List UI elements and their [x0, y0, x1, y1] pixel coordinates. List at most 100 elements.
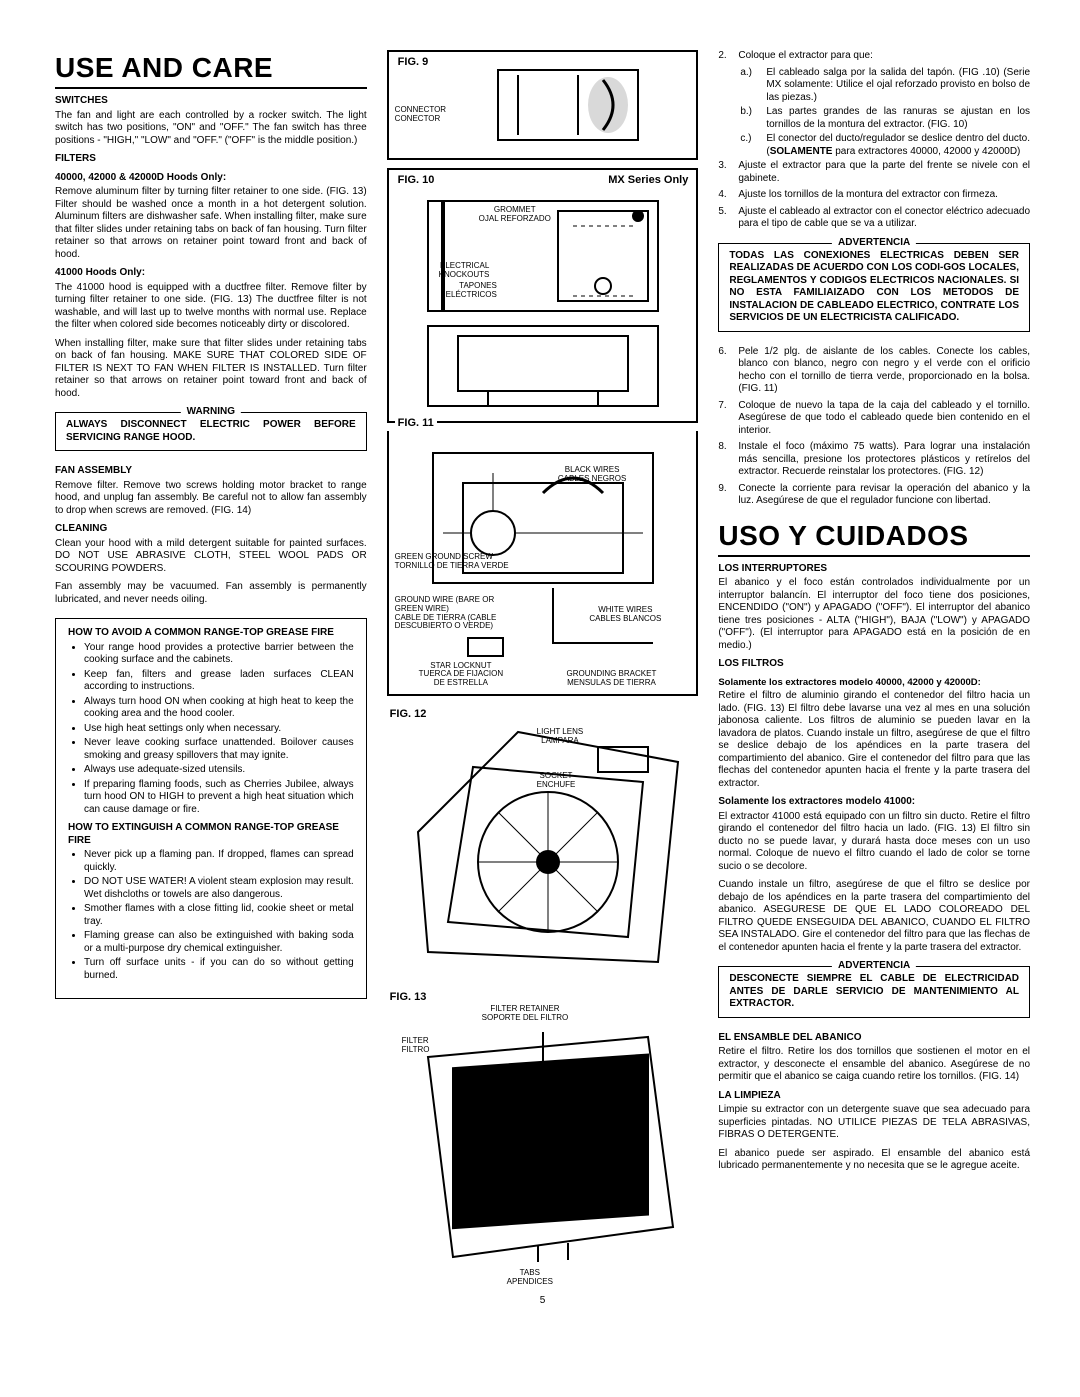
- list-item: 9.Conecte la corriente para revisar la o…: [718, 483, 1030, 508]
- list-item: Flaming grease can also be extinguished …: [84, 930, 354, 955]
- heading-limpieza: LA LIMPIEZA: [718, 1090, 1030, 1103]
- figure-13: FIG. 13 FILTER RETAINER SOPORTE DEL FILT…: [387, 987, 699, 1287]
- list-item: Never pick up a flaming pan. If dropped,…: [84, 849, 354, 874]
- figure-caption: FIG. 11: [395, 417, 437, 431]
- heading-los-filtros: LOS FILTROS: [718, 658, 1030, 671]
- figure-12: FIG. 12 LIGHT LENS LAMPARA SOCKET ENCHUF…: [387, 704, 699, 979]
- list-item: 2.Coloque el extractor para que:: [718, 50, 1030, 63]
- figure-9: FIG. 9 CONNECTORCONECTOR: [387, 50, 699, 160]
- figure-label: WHITE WIRES CABLES BLANCOS: [589, 606, 661, 624]
- list-item: 7.Coloque de nuevo la tapa de la caja de…: [718, 400, 1030, 438]
- heading-cleaning: CLEANING: [55, 523, 367, 536]
- list-item: a.)El cableado salga por la salida del t…: [740, 67, 1030, 105]
- figure-label: BLACK WIRES CABLES NEGROS: [558, 466, 626, 484]
- figure-caption: FIG. 10: [395, 174, 438, 188]
- figure-label: LIGHT LENS LAMPARA: [537, 728, 584, 746]
- list-item: DO NOT USE WATER! A violent steam explos…: [84, 876, 354, 901]
- figure-label: GROUND WIRE (BARE OR GREEN WIRE) CABLE D…: [395, 596, 497, 631]
- warning-label: ADVERTENCIA: [832, 960, 916, 973]
- warning-body: TODAS LAS CONEXIONES ELECTRICAS DEBEN SE…: [729, 250, 1019, 325]
- grease-fire-box: HOW TO AVOID A COMMON RANGE-TOP GREASE F…: [55, 618, 367, 999]
- steps-list: 2.Coloque el extractor para que:: [718, 50, 1030, 63]
- text-filters-1: Remove aluminum filter by turning filter…: [55, 186, 367, 261]
- text-interruptores: El abanico y el foco están controlados i…: [718, 577, 1030, 652]
- heading-fil-sub2: Solamente los extractores modelo 41000:: [718, 796, 1030, 809]
- list-item: Always turn hood ON when cooking at high…: [84, 696, 354, 721]
- list-item: Your range hood provides a protective ba…: [84, 642, 354, 667]
- light-lens-icon: [398, 712, 688, 972]
- text-cleaning-2: Fan assembly may be vacuumed. Fan assemb…: [55, 581, 367, 606]
- list-item: 5.Ajuste el cableado al extractor con el…: [718, 206, 1030, 231]
- heading-fan-assembly: FAN ASSEMBLY: [55, 465, 367, 478]
- page-number: 5: [387, 1295, 699, 1308]
- substeps-list: a.)El cableado salga por la salida del t…: [718, 67, 1030, 159]
- heading-ensamble: EL ENSAMBLE DEL ABANICO: [718, 1032, 1030, 1045]
- figure-10: FIG. 10 MX Series Only GROMMETOJAL REFOR…: [387, 168, 699, 423]
- figure-label: GREEN GROUND SCREW TORNILLO DE TIERRA VE…: [395, 553, 509, 571]
- list-item: 4.Ajuste los tornillos de la montura del…: [718, 189, 1030, 202]
- column-left: USE AND CARE SWITCHES The fan and light …: [55, 50, 367, 1382]
- heading-filters-sub1: 40000, 42000 & 42000D Hoods Only:: [55, 172, 367, 185]
- text-switches: The fan and light are each controlled by…: [55, 110, 367, 148]
- text-fan: Remove filter. Remove two screws holding…: [55, 480, 367, 518]
- title-use-and-care: USE AND CARE: [55, 50, 367, 89]
- column-middle: FIG. 9 CONNECTORCONECTOR FIG. 10 MX Seri…: [387, 50, 699, 1382]
- list-item: Keep fan, filters and grease laden surfa…: [84, 669, 354, 694]
- heading-filters: FILTERS: [55, 153, 367, 166]
- connector-icon: [488, 60, 658, 150]
- list-avoid: Your range hood provides a protective ba…: [68, 642, 354, 817]
- figure-label: GROUNDING BRACKET MENSULAS DE TIERRA: [567, 670, 657, 688]
- list-item: Always use adequate-sized utensils.: [84, 764, 354, 777]
- list-item: 3.Ajuste el extractor para que la parte …: [718, 160, 1030, 185]
- list-item: Never leave cooking surface unattended. …: [84, 737, 354, 762]
- heading-avoid-fire: HOW TO AVOID A COMMON RANGE-TOP GREASE F…: [68, 627, 354, 640]
- list-item: 6.Pele 1/2 plg. de aislante de los cable…: [718, 346, 1030, 396]
- warning-body: ALWAYS DISCONNECT ELECTRIC POWER BEFORE …: [66, 419, 356, 444]
- figure-caption: FIG. 9: [395, 56, 432, 70]
- steps-list: 3.Ajuste el extractor para que la parte …: [718, 160, 1030, 231]
- filter-icon: [398, 997, 688, 1277]
- text-filters-3: When installing filter, make sure that f…: [55, 338, 367, 401]
- list-item: c.)El conector del ducto/regulador se de…: [740, 133, 1030, 158]
- figure-label: TAPONES ELÉCTRICOS: [446, 282, 497, 300]
- text-fil-3: Cuando instale un filtro, asegúrese de q…: [718, 879, 1030, 954]
- warning-box-1: WARNING ALWAYS DISCONNECT ELECTRIC POWER…: [55, 412, 367, 451]
- figure-label: FILTER FILTRO: [402, 1037, 430, 1055]
- text-limpieza-1: Limpie su extractor con un detergente su…: [718, 1104, 1030, 1142]
- steps-list: 6.Pele 1/2 plg. de aislante de los cable…: [718, 346, 1030, 508]
- list-item: b.)Las partes grandes de las ranuras se …: [740, 106, 1030, 131]
- figure-label: GROMMETOJAL REFORZADO: [479, 206, 551, 224]
- advertencia-box-2: ADVERTENCIA DESCONECTE SIEMPRE EL CABLE …: [718, 966, 1030, 1018]
- figure-label: STAR LOCKNUT TUERCA DE FIJACION DE ESTRE…: [419, 662, 503, 688]
- page: USE AND CARE SWITCHES The fan and light …: [55, 50, 1030, 1382]
- list-item: If preparing flaming foods, such as Cher…: [84, 779, 354, 817]
- list-item: Turn off surface units - if you can do s…: [84, 957, 354, 982]
- list-item: Use high heat settings only when necessa…: [84, 723, 354, 736]
- heading-fil-sub1: Solamente los extractores modelo 40000, …: [718, 677, 1030, 689]
- list-item: 8.Instale el foco (máximo 75 watts). Par…: [718, 441, 1030, 479]
- text-ensamble: Retire el filtro. Retire los dos tornill…: [718, 1046, 1030, 1084]
- figure-label: FILTER RETAINER SOPORTE DEL FILTRO: [482, 1005, 569, 1023]
- figure-label: ELECTRICAL KNOCKOUTS: [439, 262, 490, 280]
- text-fil-1: Retire el filtro de aluminio girando el …: [718, 690, 1030, 790]
- list-item: Smother flames with a close fitting lid,…: [84, 903, 354, 928]
- figure-caption: FIG. 13: [387, 991, 430, 1005]
- heading-interruptores: LOS INTERRUPTORES: [718, 563, 1030, 576]
- list-extinguish: Never pick up a flaming pan. If dropped,…: [68, 849, 354, 982]
- heading-filters-sub2: 41000 Hoods Only:: [55, 267, 367, 280]
- text-limpieza-2: El abanico puede ser aspirado. El ensamb…: [718, 1148, 1030, 1173]
- text-cleaning-1: Clean your hood with a mild detergent su…: [55, 538, 367, 576]
- heading-extinguish: HOW TO EXTINGUISH A COMMON RANGE-TOP GRE…: [68, 822, 354, 847]
- figure-label: SOCKET ENCHUFE: [537, 772, 576, 790]
- advertencia-box-1: ADVERTENCIA TODAS LAS CONEXIONES ELECTRI…: [718, 243, 1030, 332]
- figure-label: MX Series Only: [608, 174, 688, 186]
- warning-body: DESCONECTE SIEMPRE EL CABLE DE ELECTRICI…: [729, 973, 1019, 1011]
- figure-label: CONNECTORCONECTOR: [395, 106, 446, 124]
- text-fil-2: El extractor 41000 está equipado con un …: [718, 811, 1030, 874]
- figure-label: TABS APENDICES: [507, 1269, 553, 1287]
- warning-label: ADVERTENCIA: [832, 237, 916, 250]
- text-filters-2: The 41000 hood is equipped with a ductfr…: [55, 282, 367, 332]
- figure-caption: FIG. 12: [387, 708, 430, 722]
- title-uso-y-cuidados: USO Y CUIDADOS: [718, 518, 1030, 557]
- warning-label: WARNING: [181, 406, 241, 419]
